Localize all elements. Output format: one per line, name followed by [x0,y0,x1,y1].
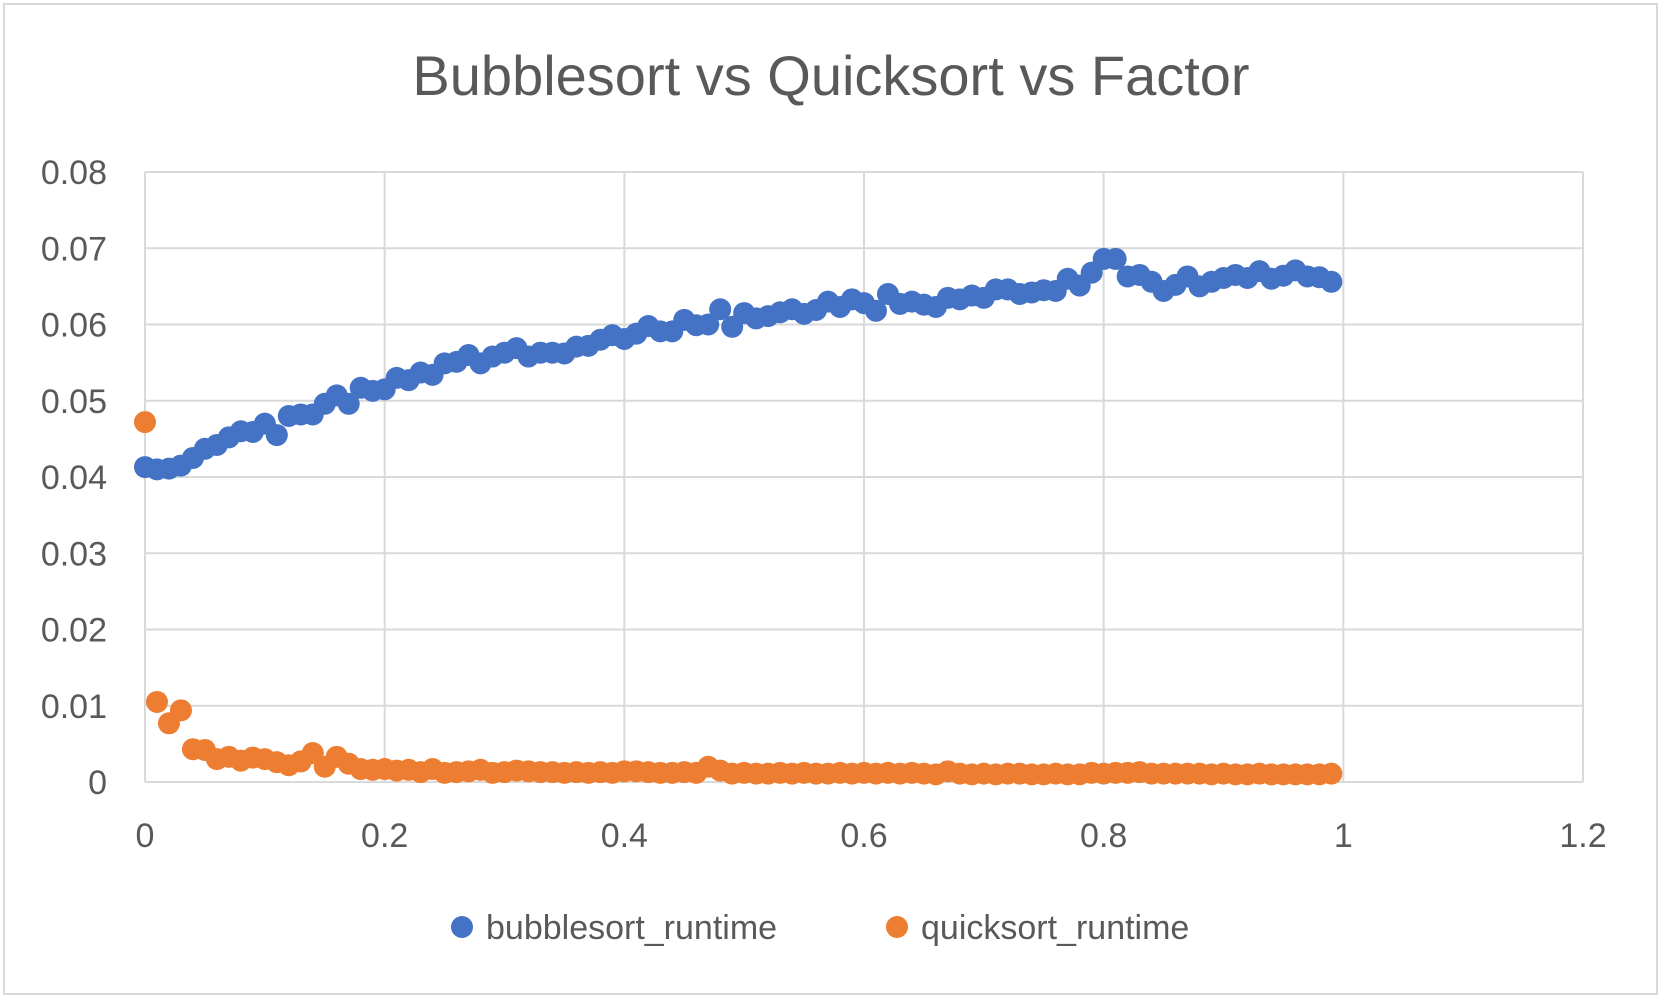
legend-item: quicksort_runtime [886,909,1189,947]
y-tick-label: 0.08 [41,154,107,192]
legend-item: bubblesort_runtime [451,909,777,947]
y-tick-label: 0.05 [41,383,107,421]
x-tick-label: 0.6 [840,817,887,855]
legend-label: quicksort_runtime [921,909,1189,947]
series-quicksort_runtime [134,411,1343,786]
legend-marker [451,916,473,938]
y-tick-label: 0.06 [41,307,107,345]
legend-marker [886,916,908,938]
y-tick-label: 0.04 [41,459,107,497]
data-point [337,392,360,415]
chart-title: Bubblesort vs Quicksort vs Factor [412,44,1249,107]
data-point [134,411,156,434]
series-bubblesort_runtime [134,247,1343,481]
data-point [1104,247,1127,270]
x-tick-label: 0 [136,817,155,855]
data-point [1320,762,1343,785]
legend: bubblesort_runtime quicksort_runtime [451,909,1189,947]
x-tick-label: 1 [1334,817,1353,855]
data-point [1320,270,1343,293]
y-tick-label: 0.02 [41,612,107,650]
chart-frame [3,3,1658,995]
data-point [864,299,887,322]
data-point [169,699,192,722]
y-tick-label: 0 [88,764,107,802]
y-tick-label: 0.01 [41,688,107,726]
legend-label: bubblesort_runtime [486,909,777,947]
data-point [145,690,168,713]
data-point [697,313,720,336]
data-points [134,247,1343,786]
x-tick-label: 0.4 [601,817,648,855]
x-tick-label: 1.2 [1559,817,1606,855]
x-tick-label: 0.2 [361,817,408,855]
x-axis-ticks: 0 0.2 0.4 0.6 0.8 1 1.2 [136,817,1607,855]
x-tick-label: 0.8 [1080,817,1127,855]
data-point [709,298,732,321]
data-point [265,424,288,447]
y-axis-ticks: 0 0.01 0.02 0.03 0.04 0.05 0.06 0.07 0.08 [41,154,107,802]
gridlines [144,171,1584,783]
y-tick-label: 0.03 [41,535,107,573]
y-tick-label: 0.07 [41,230,107,268]
